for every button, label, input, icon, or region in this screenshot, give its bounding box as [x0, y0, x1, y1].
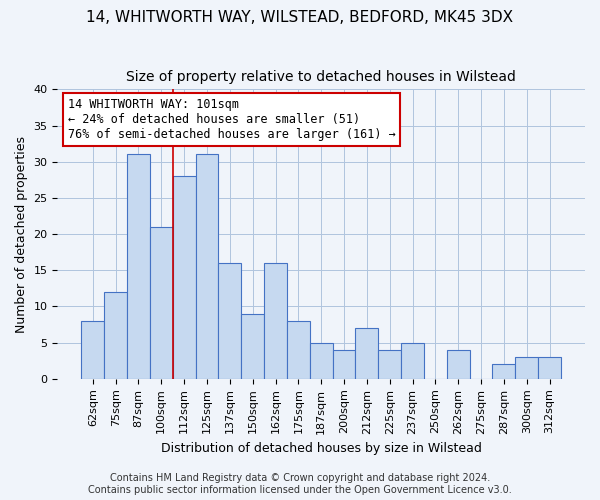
Text: Contains HM Land Registry data © Crown copyright and database right 2024.
Contai: Contains HM Land Registry data © Crown c… [88, 474, 512, 495]
Bar [127, 154, 150, 379]
Bar [82, 321, 104, 379]
X-axis label: Distribution of detached houses by size in Wilstead: Distribution of detached houses by size … [161, 442, 482, 455]
Bar [355, 328, 379, 379]
Bar [447, 350, 470, 379]
Bar [515, 357, 538, 379]
Bar [538, 357, 561, 379]
Bar [379, 350, 401, 379]
Bar [287, 321, 310, 379]
Bar [104, 292, 127, 379]
Bar [310, 342, 332, 379]
Bar [218, 263, 241, 379]
Text: 14 WHITWORTH WAY: 101sqm
← 24% of detached houses are smaller (51)
76% of semi-d: 14 WHITWORTH WAY: 101sqm ← 24% of detach… [68, 98, 396, 141]
Bar [173, 176, 196, 379]
Bar [264, 263, 287, 379]
Text: 14, WHITWORTH WAY, WILSTEAD, BEDFORD, MK45 3DX: 14, WHITWORTH WAY, WILSTEAD, BEDFORD, MK… [86, 10, 514, 25]
Bar [241, 314, 264, 379]
Bar [150, 227, 173, 379]
Bar [196, 154, 218, 379]
Bar [493, 364, 515, 379]
Title: Size of property relative to detached houses in Wilstead: Size of property relative to detached ho… [126, 70, 516, 84]
Y-axis label: Number of detached properties: Number of detached properties [15, 136, 28, 332]
Bar [332, 350, 355, 379]
Bar [401, 342, 424, 379]
